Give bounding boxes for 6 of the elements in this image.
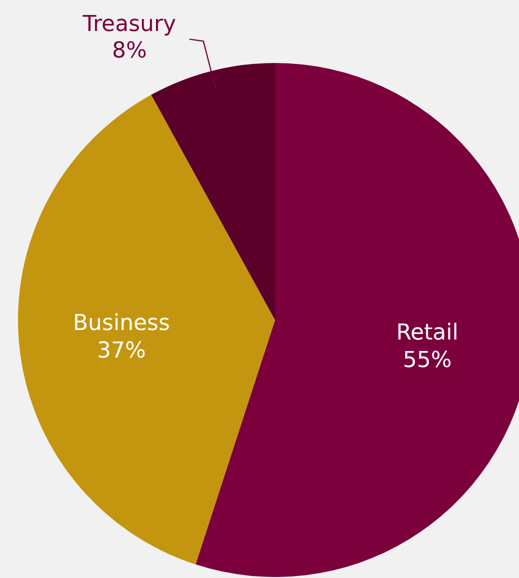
slice-label: Treasury [82,12,176,38]
slice-label: Retail [396,320,458,346]
data-label: 8% [112,38,147,64]
data-label: 37% [97,338,146,364]
slice-label: Business [72,311,170,336]
data-label: 55% [402,348,452,374]
